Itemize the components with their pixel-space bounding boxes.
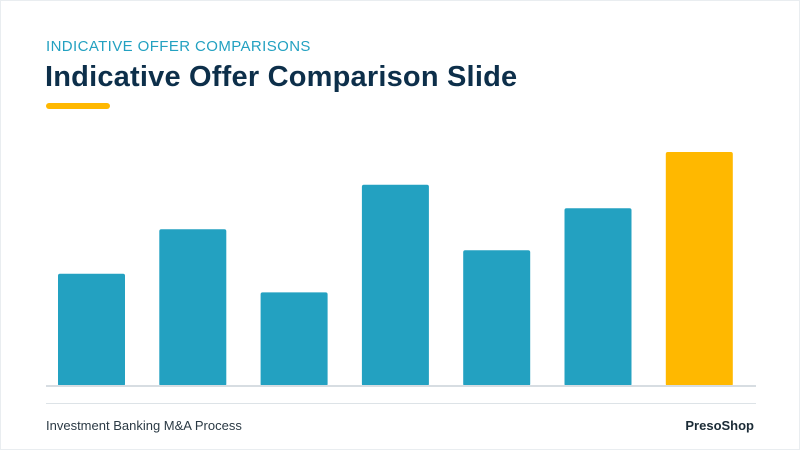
footer-divider [46, 403, 756, 404]
bar [463, 250, 531, 386]
bar [361, 184, 429, 386]
footer-brand: PresoShop [685, 418, 754, 433]
bar [564, 208, 632, 386]
bar [58, 273, 125, 386]
bar [159, 229, 227, 386]
bar [260, 292, 328, 386]
slide-title: Indicative Offer Comparison Slide [45, 61, 518, 93]
slide-kicker: INDICATIVE OFFER COMPARISONS [46, 38, 311, 55]
bar-highlight [665, 152, 733, 386]
title-accent-bar [46, 103, 110, 109]
footer-process-label: Investment Banking M&A Process [46, 418, 242, 433]
